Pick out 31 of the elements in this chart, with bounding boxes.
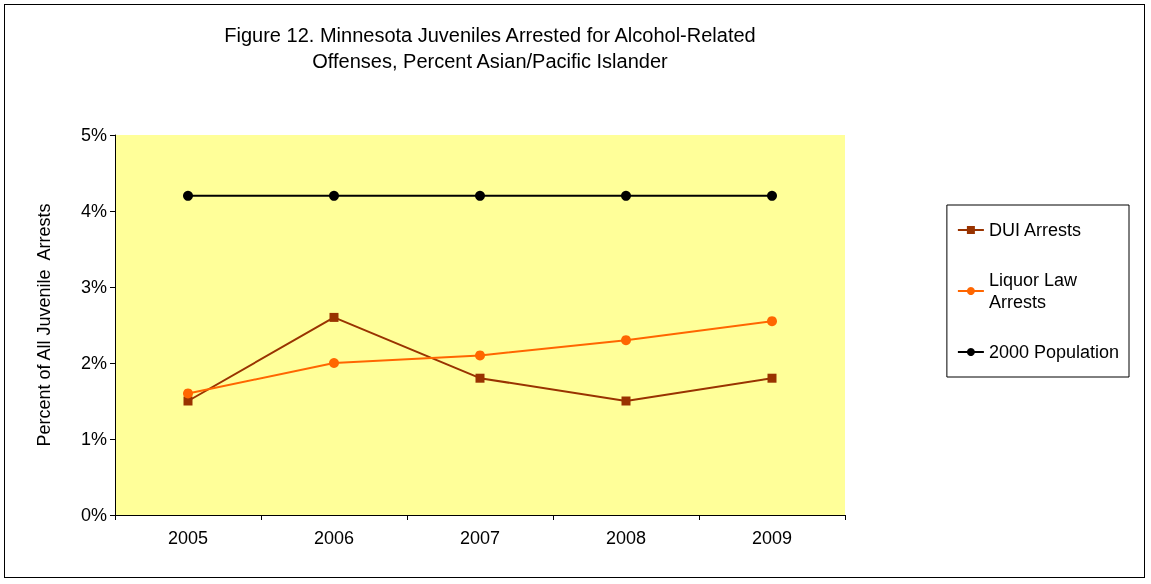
point: [329, 312, 339, 322]
legend-label: 2000 Population: [988, 342, 1120, 362]
point: [183, 190, 193, 201]
y-tick-label: 3%: [80, 277, 107, 297]
x-tick-label: 2008: [605, 528, 647, 548]
x-tick-label: 2009: [751, 528, 793, 548]
point: [329, 190, 339, 201]
legend-label: Liquor Law Arrests: [988, 270, 1078, 312]
y-tick-label: 2%: [80, 353, 107, 373]
point: [767, 316, 777, 327]
point: [767, 373, 777, 383]
point: [621, 190, 631, 201]
chart-title: Figure 12. Minnesota Juveniles Arrested for Alcohol-Related Offenses, Percent Asian/Pacific Islander: [224, 24, 756, 72]
legend-label: DUI Arrests: [988, 220, 1081, 240]
x-tick-label: 2006: [313, 528, 355, 548]
point: [475, 190, 485, 201]
y-tick-label: 0%: [80, 505, 107, 525]
point: [621, 396, 631, 406]
y-tick-label: 5%: [80, 125, 107, 145]
point: [767, 190, 777, 201]
point: [475, 350, 485, 361]
point: [475, 373, 485, 383]
y-axis-title: Percent of All Juvenile Arrests: [34, 203, 54, 447]
y-tick-label: 4%: [80, 201, 107, 221]
x-tick-label: 2005: [167, 528, 209, 548]
x-tick-label: 2007: [459, 528, 501, 548]
point: [183, 388, 193, 399]
point: [329, 358, 339, 368]
point: [183, 396, 193, 406]
point: [621, 335, 631, 346]
y-tick-label: 1%: [80, 429, 107, 449]
